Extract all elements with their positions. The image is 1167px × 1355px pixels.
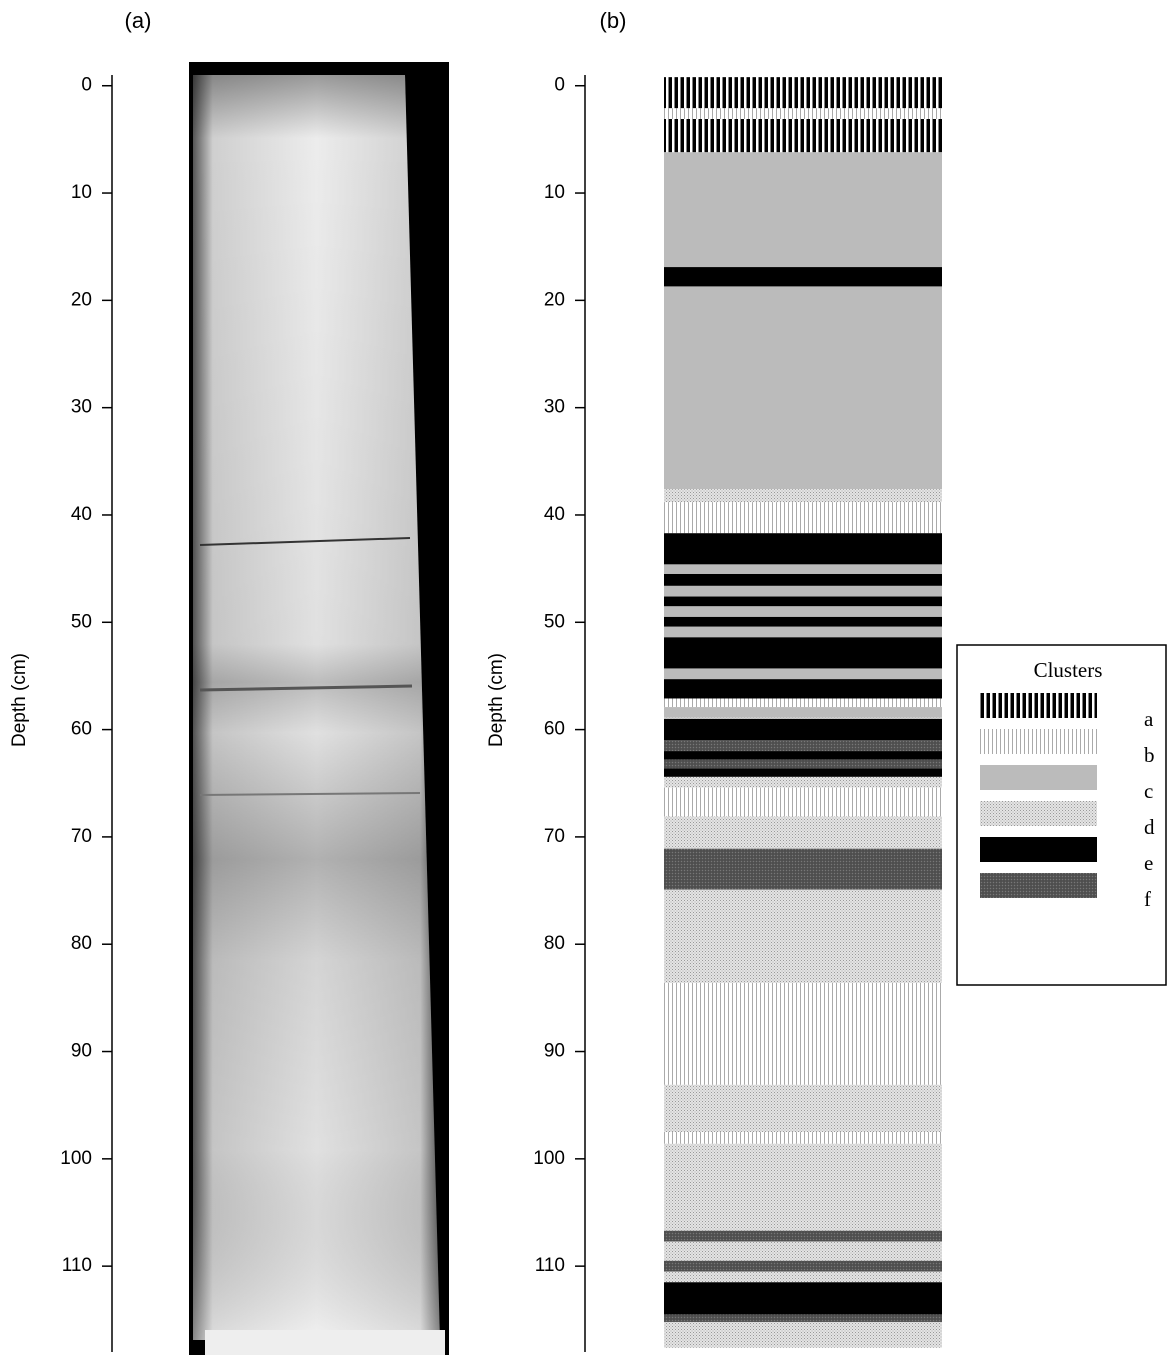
y-tick-label: 80 <box>544 933 565 954</box>
y-tick-label: 60 <box>544 719 565 740</box>
legend-swatch <box>980 873 1097 898</box>
layer <box>664 1271 942 1283</box>
legend-label: f <box>1144 887 1151 911</box>
layer <box>664 751 942 760</box>
layer <box>664 1230 942 1242</box>
legend-swatch <box>980 801 1097 826</box>
layer <box>664 982 942 1085</box>
layer <box>664 267 942 287</box>
y-axis-label: Depth (cm) <box>486 653 507 747</box>
layer <box>664 616 942 627</box>
y-tick-label: 90 <box>544 1041 565 1062</box>
y-tick-label: 100 <box>60 1148 92 1169</box>
layer <box>664 502 942 534</box>
layer <box>664 1260 942 1272</box>
layer <box>664 286 942 490</box>
y-tick-label: 30 <box>71 397 92 418</box>
y-tick-label: 80 <box>71 933 92 954</box>
y-tick-label: 10 <box>71 182 92 203</box>
legend-label: b <box>1144 743 1155 767</box>
layer <box>664 585 942 597</box>
layer <box>664 1282 942 1315</box>
layer <box>664 668 942 680</box>
y-tick-label: 40 <box>544 504 565 525</box>
layer <box>664 679 942 699</box>
legend-label: d <box>1144 815 1155 839</box>
legend-swatch <box>980 765 1097 790</box>
layer <box>664 108 942 119</box>
legend-swatch <box>980 837 1097 862</box>
layer <box>664 1084 942 1133</box>
layer <box>664 152 942 268</box>
y-tick-label: 30 <box>544 397 565 418</box>
layer <box>664 889 942 983</box>
y-tick-label: 0 <box>554 75 565 96</box>
layer <box>664 717 942 719</box>
layer <box>664 776 942 788</box>
y-tick-label: 10 <box>544 182 565 203</box>
layer <box>664 698 942 708</box>
legend-label: e <box>1144 851 1153 875</box>
layer <box>664 637 942 669</box>
layer <box>664 1314 942 1322</box>
y-tick-label: 50 <box>544 611 565 632</box>
layer <box>664 1321 942 1348</box>
layer <box>664 768 942 777</box>
y-tick-label: 50 <box>71 611 92 632</box>
y-tick-label: 40 <box>71 504 92 525</box>
layer <box>664 718 942 741</box>
layer <box>664 1241 942 1261</box>
layer <box>664 606 942 617</box>
legend-label: a <box>1144 707 1154 731</box>
y-tick-label: 100 <box>533 1148 565 1169</box>
layer <box>664 740 942 752</box>
layer <box>664 596 942 607</box>
legend-label: c <box>1144 779 1153 803</box>
layer <box>664 77 942 109</box>
y-tick-label: 60 <box>71 719 92 740</box>
y-tick-label: 70 <box>71 826 92 847</box>
y-tick-label: 20 <box>544 289 565 310</box>
y-tick-label: 70 <box>544 826 565 847</box>
legend-swatch <box>980 693 1097 718</box>
layer <box>664 573 942 586</box>
layer <box>664 848 942 890</box>
layer <box>664 118 942 153</box>
y-axis-label: Depth (cm) <box>9 653 30 747</box>
layer <box>664 1132 942 1144</box>
panel-label: (b) <box>600 8 627 33</box>
layer <box>664 707 942 718</box>
y-tick-label: 90 <box>71 1041 92 1062</box>
layer <box>664 626 942 638</box>
y-tick-label: 20 <box>71 289 92 310</box>
layer <box>664 533 942 565</box>
layer <box>664 564 942 574</box>
y-tick-label: 110 <box>62 1255 92 1276</box>
layer <box>664 489 942 503</box>
y-tick-label: 110 <box>535 1255 565 1276</box>
y-tick-label: 0 <box>81 75 92 96</box>
layer <box>664 816 942 849</box>
panel-label: (a) <box>125 8 152 33</box>
xray-image <box>189 62 449 1355</box>
legend-title: Clusters <box>1034 658 1103 682</box>
layer <box>664 759 942 769</box>
layer <box>664 787 942 817</box>
legend-swatch <box>980 729 1097 754</box>
layer <box>664 1143 942 1231</box>
